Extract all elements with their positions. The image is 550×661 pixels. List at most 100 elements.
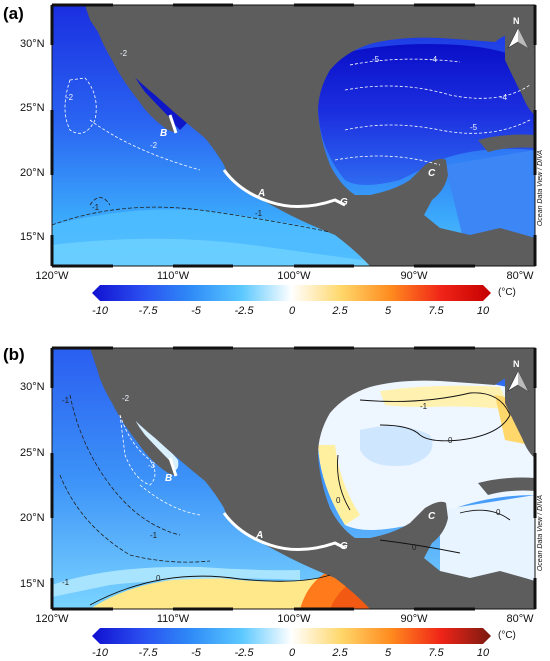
contour-label: -1 bbox=[420, 402, 428, 411]
lat-label: 25°N bbox=[20, 447, 45, 459]
land-cuba bbox=[478, 477, 535, 495]
svg-text:N: N bbox=[513, 16, 520, 26]
site-label-c: C bbox=[428, 511, 436, 522]
gulf-field bbox=[318, 44, 535, 185]
lat-label: 15°N bbox=[20, 231, 45, 243]
credit-text: Ocean Data View / DIVA bbox=[537, 495, 544, 572]
lat-label: 20°N bbox=[20, 512, 45, 524]
contour-label: -5 bbox=[372, 55, 380, 64]
coast-route-baja bbox=[168, 114, 178, 134]
contour-label: -2 bbox=[122, 394, 130, 403]
colorbar-tick: -5 bbox=[191, 647, 201, 659]
credit-text: Ocean Data View / DIVA bbox=[537, 150, 544, 227]
colorbar bbox=[92, 285, 491, 301]
colorbar-tick: -7.5 bbox=[138, 647, 158, 659]
map-a: -1 -1 -2 -2 -4 -4 -5 -5 -2 B A G C N bbox=[50, 3, 537, 268]
site-label-a: A bbox=[257, 188, 265, 199]
contour-label: -1 bbox=[92, 203, 100, 212]
lat-label: 20°N bbox=[20, 167, 45, 179]
lat-label: 30°N bbox=[20, 38, 45, 50]
lon-label: 90°W bbox=[400, 270, 428, 282]
land-baja bbox=[95, 348, 176, 476]
contour-label: 0 bbox=[412, 543, 417, 552]
coast-route-baja bbox=[168, 457, 178, 477]
svg-text:N: N bbox=[513, 359, 520, 369]
colorbar-tick: -2.5 bbox=[234, 305, 254, 317]
contour-label: -4 bbox=[430, 55, 438, 64]
lat-label: 30°N bbox=[20, 381, 45, 393]
contour-label: 0 bbox=[448, 436, 453, 445]
colorbar-tick: 5 bbox=[384, 647, 392, 659]
colorbar-tick: 7.5 bbox=[428, 305, 444, 317]
north-arrow-icon: N bbox=[507, 16, 529, 49]
contour-lines-negative bbox=[59, 394, 211, 563]
site-label-b: B bbox=[165, 473, 172, 484]
colorbar-unit: (°C) bbox=[498, 630, 516, 641]
map-b: -1 -1 -1 -3 -2 0 0 0 0 0 -1 B A G C N bbox=[50, 346, 537, 611]
lon-label: 110°W bbox=[156, 270, 190, 282]
colorbar-tick: -10 bbox=[92, 647, 108, 659]
contour-label: -2 bbox=[150, 141, 158, 150]
panel-a: (a) bbox=[0, 0, 550, 330]
land-cuba bbox=[478, 134, 535, 152]
frame-ticks bbox=[50, 3, 537, 268]
colorbar-unit: (°C) bbox=[498, 287, 516, 298]
pacific-south-band-light bbox=[52, 238, 380, 266]
colorbar-tick: 0 bbox=[288, 647, 296, 659]
colorbar bbox=[92, 628, 491, 644]
site-label-a: A bbox=[255, 530, 263, 541]
north-arrow-icon: N bbox=[507, 359, 529, 392]
lon-label: 100°W bbox=[277, 613, 311, 625]
contour-label: -2 bbox=[66, 93, 74, 102]
contour-label: -1 bbox=[255, 209, 263, 218]
lon-label: 120°W bbox=[35, 613, 69, 625]
land-baja bbox=[92, 5, 176, 133]
colorbar-tick: -10 bbox=[92, 305, 108, 317]
contour-label: -5 bbox=[470, 123, 478, 132]
colorbar-tick: -7.5 bbox=[138, 305, 158, 317]
lon-label: 80°W bbox=[506, 270, 534, 282]
contour-label: -4 bbox=[500, 93, 508, 102]
pacific-light-band bbox=[52, 566, 300, 597]
site-label-g: G bbox=[340, 197, 348, 208]
lat-label: 25°N bbox=[20, 102, 45, 114]
site-label-c: C bbox=[428, 168, 436, 179]
gulf-light-blue-patches bbox=[360, 426, 433, 466]
contour-lines-zero bbox=[89, 392, 511, 606]
land-mexico bbox=[85, 5, 535, 266]
lon-label: 80°W bbox=[506, 613, 534, 625]
contour-label: -3 bbox=[148, 461, 156, 470]
contour-label: -1 bbox=[150, 531, 158, 540]
colorbar-tick: 0 bbox=[288, 305, 296, 317]
lon-label: 120°W bbox=[35, 270, 69, 282]
contour-minus1-a bbox=[52, 206, 331, 233]
lon-label: 90°W bbox=[400, 613, 428, 625]
frame-ticks bbox=[50, 346, 537, 611]
contour-label: -1 bbox=[62, 578, 70, 587]
contour-minus1-b bbox=[89, 197, 111, 206]
panel-b: (b) bbox=[0, 335, 550, 661]
panel-label: (b) bbox=[3, 345, 25, 364]
contour-label: 0 bbox=[496, 508, 501, 517]
land-florida bbox=[505, 371, 535, 458]
land-mexico bbox=[90, 348, 535, 609]
site-label-g: G bbox=[340, 541, 348, 552]
colorbar-tick: 2.5 bbox=[332, 305, 348, 317]
land-florida bbox=[505, 28, 535, 115]
colorbar-tick: 5 bbox=[384, 305, 392, 317]
lon-label: 100°W bbox=[277, 270, 311, 282]
colorbar-tick: 7.5 bbox=[428, 647, 444, 659]
colorbar-tick: 10 bbox=[476, 305, 490, 317]
lon-label: 110°W bbox=[156, 613, 190, 625]
gulf-yellow-west bbox=[318, 445, 360, 525]
lat-label: 15°N bbox=[20, 578, 45, 590]
contour-label: 0 bbox=[156, 574, 161, 583]
colorbar-tick: 2.5 bbox=[332, 647, 348, 659]
colorbar-tick: -2.5 bbox=[234, 647, 254, 659]
site-label-b: B bbox=[160, 128, 167, 139]
colorbar-tick: 10 bbox=[476, 647, 490, 659]
panel-label: (a) bbox=[3, 4, 24, 23]
contour-label: 0 bbox=[336, 496, 341, 505]
colorbar-tick: -5 bbox=[191, 305, 201, 317]
contour-lines bbox=[64, 58, 531, 171]
